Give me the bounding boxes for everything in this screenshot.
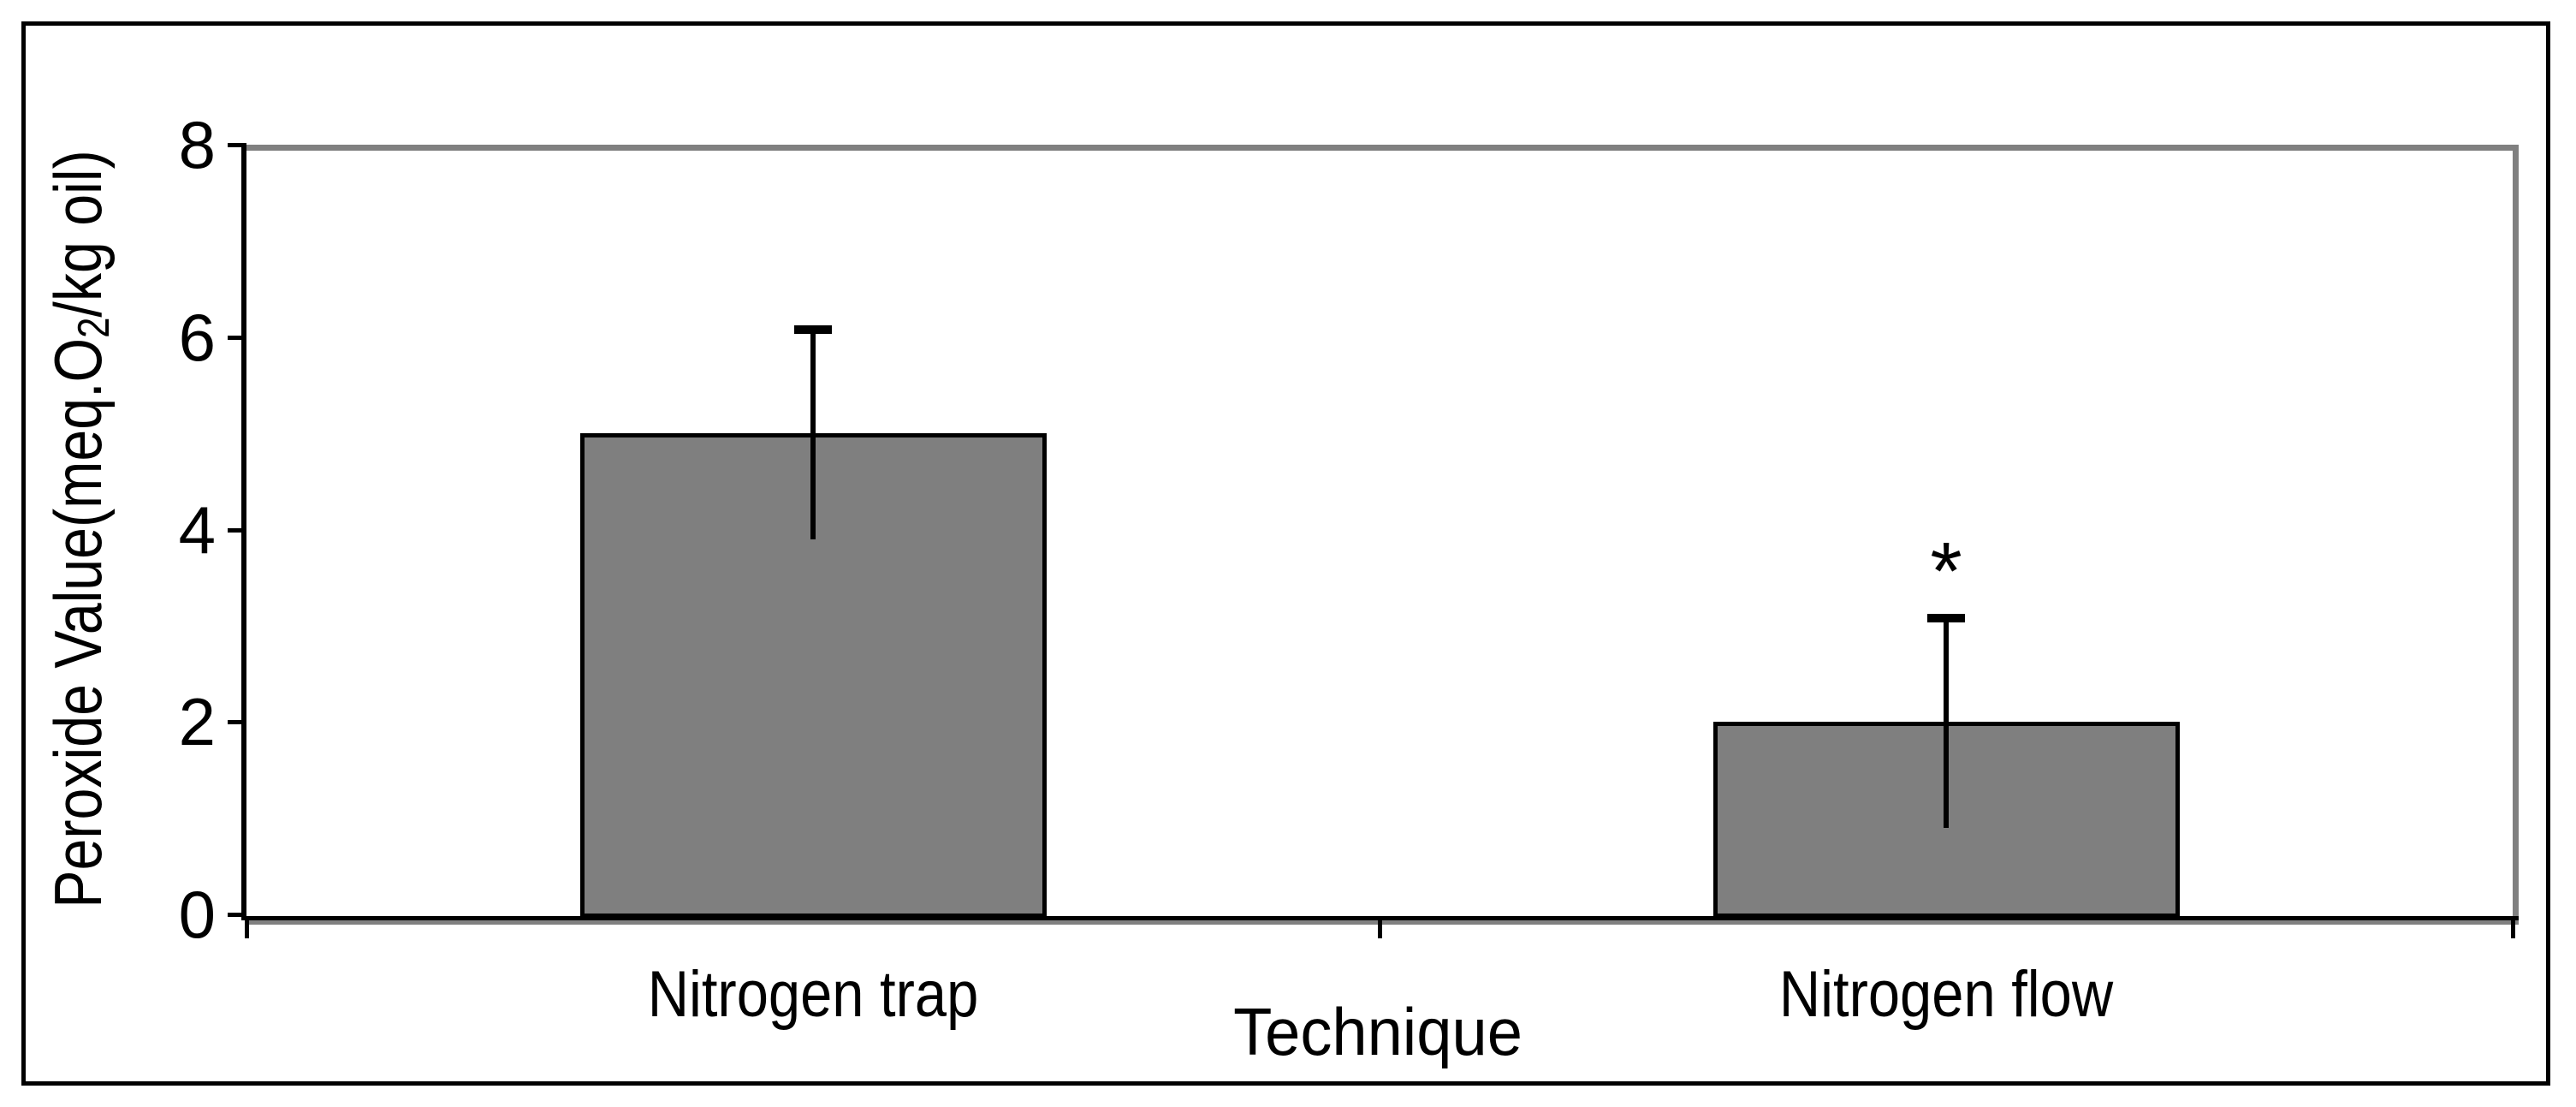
y-tick-mark — [228, 335, 246, 340]
y-tick-label: 0 — [178, 877, 216, 952]
y-axis-title-text: Peroxide Value(meq.O — [39, 337, 116, 908]
category-boundary-tick — [245, 916, 249, 938]
category-boundary-tick — [1378, 916, 1382, 938]
category-boundary-tick — [2511, 916, 2515, 938]
significance-asterisk: * — [1930, 526, 1962, 618]
x-category-label: Nitrogen trap — [647, 958, 979, 1031]
y-tick-mark — [228, 527, 246, 533]
error-bar-cap — [794, 324, 832, 334]
y-axis-line — [241, 145, 246, 920]
y-tick-label: 2 — [178, 684, 216, 760]
y-tick-label: 6 — [178, 299, 216, 375]
error-bar-cap — [1927, 613, 1965, 622]
y-tick-mark — [228, 143, 246, 147]
error-bar — [810, 327, 816, 539]
x-category-label: Nitrogen flow — [1778, 958, 2114, 1031]
y-tick-mark — [228, 720, 246, 725]
x-axis-title: Technique — [1233, 994, 1522, 1069]
y-tick-label: 8 — [178, 107, 216, 182]
error-bar — [1944, 616, 1949, 828]
y-tick-mark — [228, 913, 246, 917]
y-tick-label: 4 — [178, 491, 216, 568]
